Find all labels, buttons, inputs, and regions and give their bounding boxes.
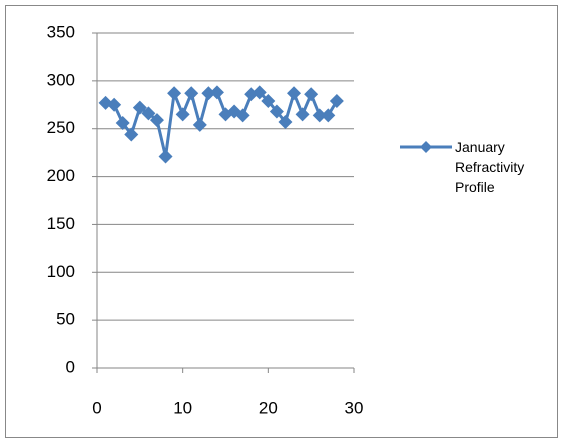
- chart-border: [5, 5, 558, 438]
- y-tick-label: 300: [47, 70, 75, 89]
- data-point: [235, 108, 250, 123]
- x-tick-label: 20: [259, 398, 278, 417]
- data-point: [124, 127, 139, 142]
- legend-label: January Refractivity Profile: [455, 139, 525, 195]
- data-point: [312, 108, 327, 123]
- data-point: [278, 115, 293, 130]
- data-point: [115, 115, 130, 130]
- x-tick-label: 30: [345, 398, 364, 417]
- data-point: [304, 87, 319, 102]
- data-point: [132, 100, 147, 115]
- data-point: [321, 108, 336, 123]
- series-line: [105, 90, 339, 158]
- data-point: [141, 106, 156, 121]
- y-tick-label: 250: [47, 118, 75, 137]
- data-point: [269, 104, 284, 119]
- data-point: [149, 113, 164, 128]
- data-point: [201, 86, 216, 101]
- data-point: [184, 86, 199, 101]
- y-tick-label: 0: [66, 357, 75, 376]
- data-point: [329, 93, 344, 108]
- x-tick-label: 0: [92, 398, 101, 417]
- y-tick-label: 100: [47, 262, 75, 281]
- data-point: [107, 97, 122, 112]
- data-point: [252, 85, 267, 100]
- data-point: [261, 93, 276, 108]
- x-tick-label: 10: [173, 398, 192, 417]
- data-point: [158, 149, 173, 164]
- y-tick-label: 50: [56, 310, 75, 329]
- data-point: [295, 107, 310, 122]
- y-tick-label: 200: [47, 166, 75, 185]
- data-point: [209, 85, 224, 100]
- data-point: [287, 86, 302, 101]
- data-point: [244, 87, 259, 102]
- data-point: [175, 107, 190, 122]
- y-tick-label: 150: [47, 214, 75, 233]
- legend-marker: [420, 141, 432, 153]
- data-point: [192, 117, 207, 132]
- data-point: [167, 86, 182, 101]
- y-tick-label: 350: [47, 22, 75, 41]
